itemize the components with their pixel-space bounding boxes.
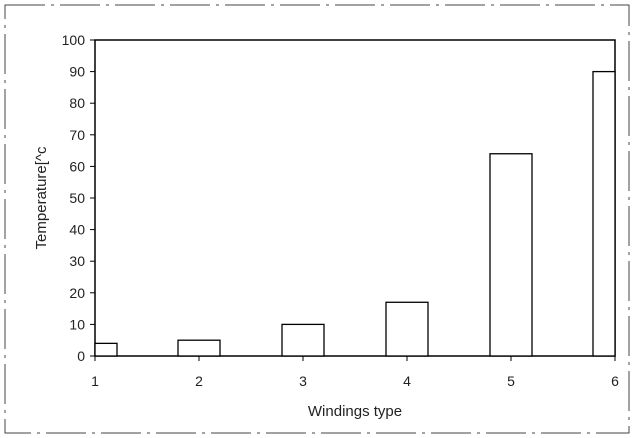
- bar-1: [95, 343, 117, 356]
- bar-2: [178, 340, 220, 356]
- y-tick-label-40: 40: [69, 222, 85, 238]
- y-tick-label-90: 90: [69, 64, 85, 80]
- plot-border: [95, 40, 615, 356]
- x-tick-label-3: 3: [299, 373, 307, 389]
- bars-group: [95, 72, 615, 356]
- y-tick-label-0: 0: [77, 348, 85, 364]
- x-tick-label-5: 5: [507, 373, 515, 389]
- y-axis-title: Temperature[^c: [33, 146, 50, 249]
- plot-area: [95, 40, 615, 356]
- y-tick-label-30: 30: [69, 253, 85, 269]
- y-tick-label-10: 10: [69, 316, 85, 332]
- y-tick-label-60: 60: [69, 158, 85, 174]
- y-axis: 0 10 20 30 40 50 60 70 80 90 100: [62, 32, 95, 364]
- x-axis: 1 2 3 4 5 6: [91, 356, 619, 389]
- y-tick-label-100: 100: [62, 32, 86, 48]
- bar-4: [386, 302, 428, 356]
- bar-3: [282, 324, 324, 356]
- x-tick-label-4: 4: [403, 373, 411, 389]
- x-tick-label-6: 6: [611, 373, 619, 389]
- x-tick-label-1: 1: [91, 373, 99, 389]
- y-tick-label-50: 50: [69, 190, 85, 206]
- x-axis-title: Windings type: [308, 403, 402, 420]
- figure-frame: [5, 5, 629, 433]
- bar-6: [593, 72, 615, 356]
- y-tick-label-80: 80: [69, 95, 85, 111]
- x-tick-label-2: 2: [195, 373, 203, 389]
- y-tick-label-70: 70: [69, 127, 85, 143]
- y-tick-label-20: 20: [69, 285, 85, 301]
- bar-5: [490, 154, 532, 356]
